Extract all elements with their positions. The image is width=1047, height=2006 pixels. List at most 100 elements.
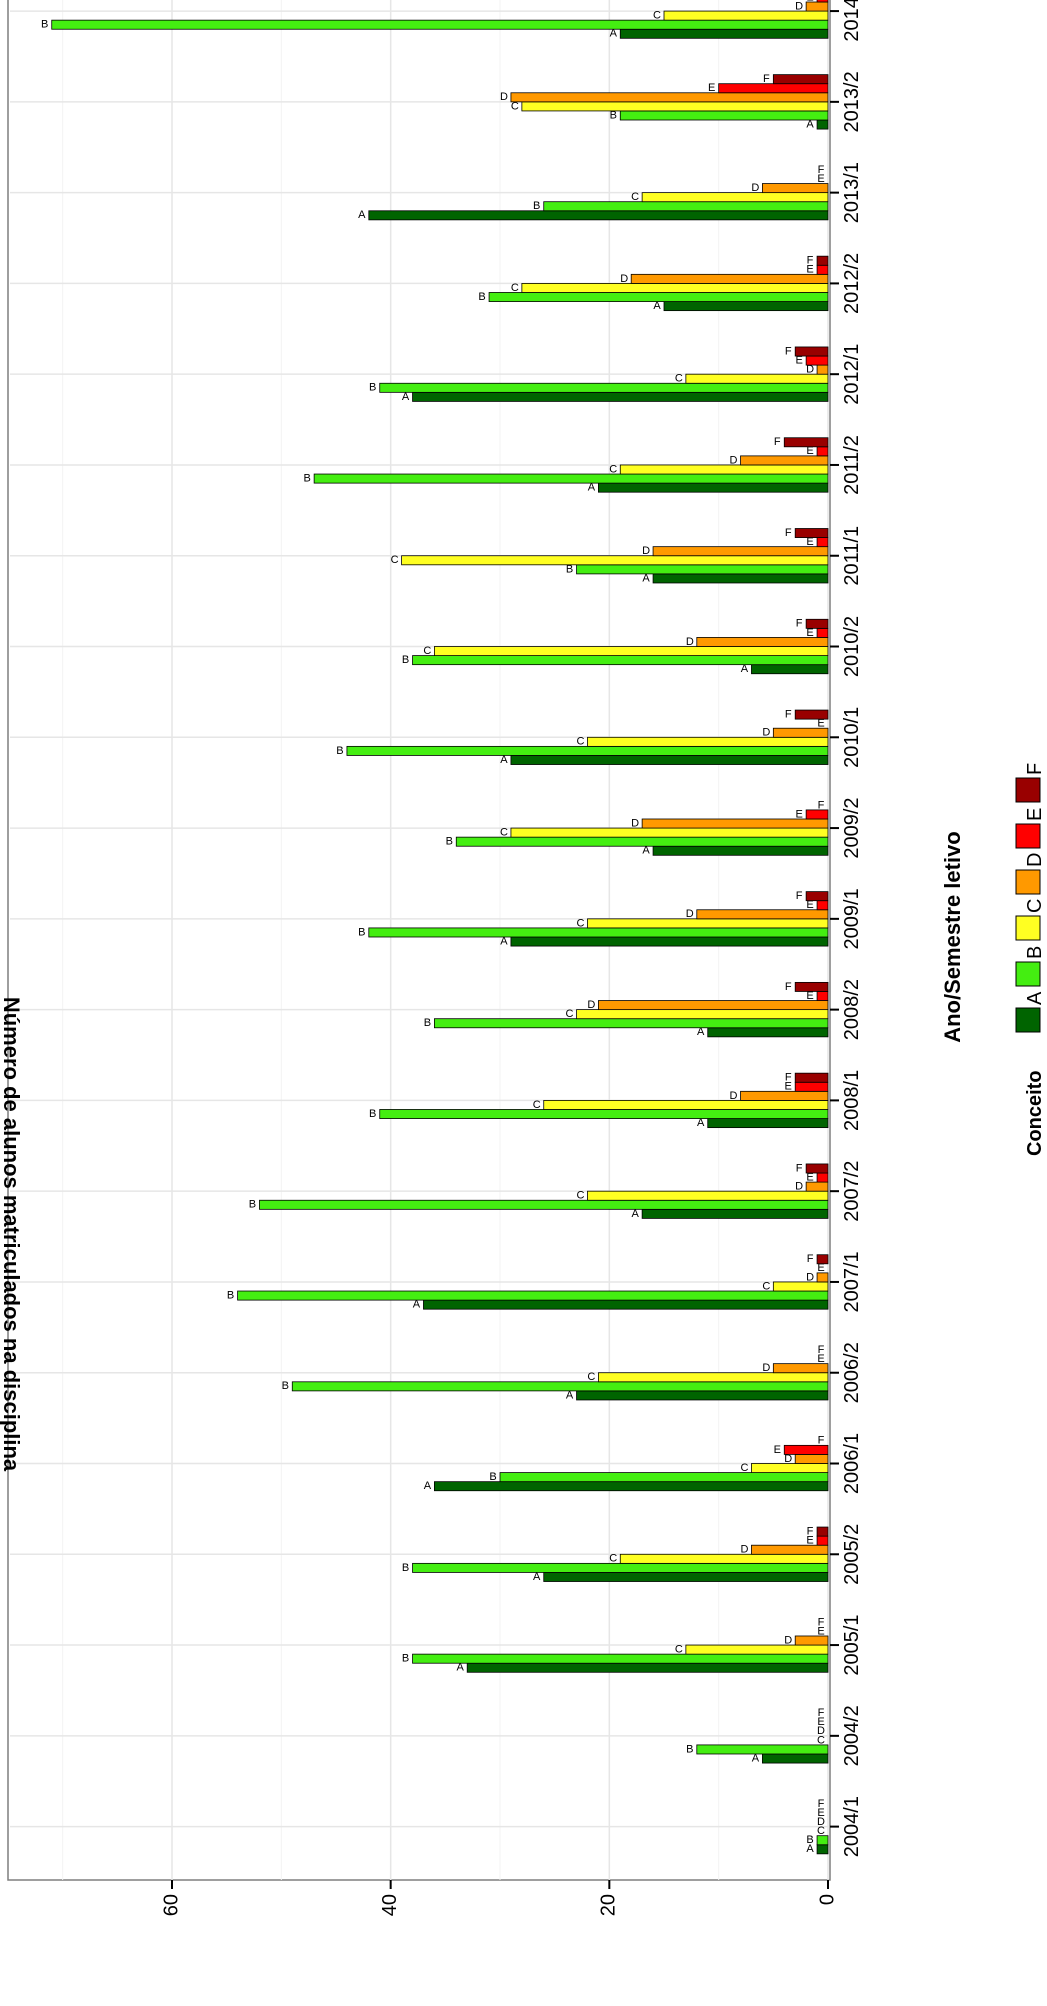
bar	[619, 1553, 829, 1564]
bar-data-label: A	[457, 1662, 465, 1674]
legend-key	[1015, 823, 1041, 849]
bar-data-label: B	[402, 1653, 409, 1665]
bar-data-label: D	[620, 273, 628, 285]
bar-data-label: E	[817, 1807, 824, 1819]
bar	[718, 83, 829, 94]
bar	[816, 255, 829, 266]
bar-data-label: D	[806, 1271, 814, 1283]
bar-data-label: C	[500, 827, 508, 839]
bar	[652, 573, 829, 584]
bar-data-label: B	[478, 291, 485, 303]
bar	[772, 1281, 829, 1292]
legend-key	[1015, 869, 1041, 895]
bar	[466, 1662, 829, 1673]
bar	[641, 818, 829, 829]
bar-data-label: F	[818, 1707, 825, 1719]
bar-data-label: B	[358, 926, 365, 938]
bar	[696, 637, 829, 647]
legend-key	[1015, 915, 1041, 941]
y-tick-label: 60	[160, 1894, 182, 1916]
bar	[379, 1109, 829, 1119]
bar-data-label: F	[818, 1616, 825, 1628]
bar-data-label: A	[642, 572, 650, 584]
bar-data-label: F	[807, 1253, 814, 1265]
bar-data-label: F	[785, 709, 792, 721]
bar	[816, 900, 829, 911]
bar-data-label: B	[489, 1471, 496, 1483]
x-axis-title: Ano/Semestre letivo	[940, 831, 965, 1043]
legend-label: B	[1024, 946, 1046, 959]
bar-data-label: D	[587, 999, 595, 1011]
bar	[816, 1272, 829, 1283]
bar-data-label: C	[653, 10, 661, 22]
x-tick-label: 2012/2	[841, 253, 863, 314]
bar-data-label: A	[806, 118, 814, 130]
bar-data-label: E	[817, 1353, 824, 1365]
bar	[237, 1290, 829, 1301]
bar-data-label: A	[402, 391, 410, 403]
bar-data-label: D	[642, 545, 650, 557]
bar-data-label: C	[609, 1553, 617, 1565]
bar-data-label: E	[806, 899, 813, 911]
bar	[805, 618, 829, 629]
bar	[576, 1390, 829, 1401]
bar-data-label: C	[576, 1190, 584, 1202]
bar	[412, 655, 829, 666]
bar	[412, 1653, 829, 1664]
bar-data-label: E	[795, 354, 802, 366]
bar	[412, 1562, 829, 1573]
bar-data-label: F	[785, 527, 792, 539]
legend-label: E	[1024, 808, 1046, 821]
bar-data-label: D	[784, 1634, 792, 1646]
bar	[587, 736, 829, 747]
bar-data-label: F	[763, 73, 770, 85]
bar-data-label: C	[587, 1371, 595, 1383]
bar-data-label: C	[740, 1462, 748, 1474]
bar	[291, 1381, 829, 1392]
bar-data-label: A	[642, 845, 650, 857]
bar	[816, 364, 829, 375]
bar	[368, 927, 829, 938]
bar-data-label: F	[807, 255, 814, 267]
bar	[598, 1000, 829, 1011]
bar-data-label: D	[762, 727, 770, 739]
bar	[685, 1644, 829, 1655]
legend-label: D	[1024, 853, 1046, 867]
bar	[816, 119, 829, 130]
x-tick-label: 2009/2	[841, 797, 863, 858]
bar-data-label: E	[817, 173, 824, 185]
bar	[401, 555, 829, 566]
x-tick-label: 2013/2	[841, 71, 863, 132]
bar	[379, 382, 829, 393]
bar-data-label: C	[762, 1280, 770, 1292]
bar-data-label: E	[708, 82, 715, 94]
bar	[543, 1099, 829, 1110]
x-tick-label: 2007/1	[841, 1251, 863, 1312]
bar-data-label: E	[806, 990, 813, 1002]
bar	[794, 528, 829, 538]
bar-data-label: C	[511, 282, 519, 294]
x-tick-label: 2010/1	[841, 707, 863, 768]
bar	[587, 918, 829, 929]
bar	[772, 1363, 829, 1374]
bar	[816, 1835, 829, 1846]
bar-data-label: E	[817, 718, 824, 730]
bar-data-label: F	[796, 1162, 803, 1174]
bar-data-label: C	[391, 554, 399, 566]
bar-data-label: F	[785, 981, 792, 993]
bar	[751, 1544, 829, 1555]
bar-data-label: A	[424, 1480, 432, 1492]
bar-data-label: F	[785, 1072, 792, 1084]
bar	[51, 19, 829, 30]
bar-data-label: D	[730, 1090, 738, 1102]
bar	[805, 355, 829, 366]
bar	[433, 646, 829, 656]
bar-data-label: A	[413, 1299, 421, 1311]
bar-data-label: E	[806, 1171, 813, 1183]
bar	[576, 564, 829, 575]
bar-data-label: A	[631, 1208, 639, 1220]
bar-data-label: D	[686, 636, 694, 648]
bar-data-label: A	[533, 1571, 541, 1583]
bar	[313, 473, 829, 484]
legend-key	[1015, 961, 1041, 987]
